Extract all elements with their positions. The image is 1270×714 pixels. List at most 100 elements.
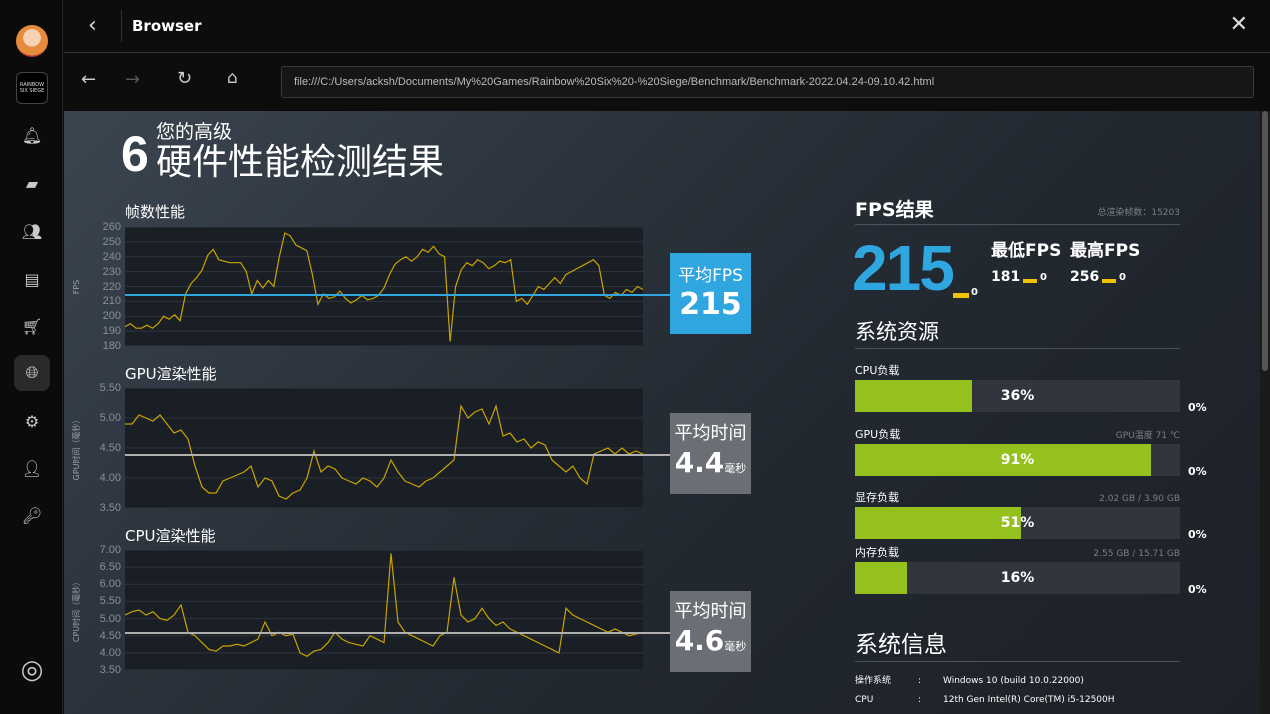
y-tick-label: 4.50 <box>99 442 121 454</box>
cpu-avg-badge: 平均时间 4.6毫秒 <box>670 591 751 672</box>
gpu-avg-label: 平均时间 <box>674 422 747 444</box>
resource-bar-fill <box>855 562 907 594</box>
average-line <box>125 454 670 456</box>
close-icon[interactable]: ✕ <box>1229 12 1248 37</box>
y-tick-label: 6.00 <box>99 578 121 591</box>
sysinfo-title: 系统信息 <box>855 632 947 658</box>
resource-bar: 16% <box>855 562 1180 594</box>
key-icon[interactable]: 🔑︎ <box>21 505 43 525</box>
cpu-avg-label: 平均时间 <box>674 600 747 622</box>
series-line <box>124 232 644 342</box>
average-line <box>125 293 670 296</box>
friends-icon[interactable]: 👥︎ <box>21 221 43 241</box>
resource-extra: 2.55 GB / 15.71 GB <box>1093 549 1180 559</box>
report-subtitle: 您的高级 <box>156 121 233 143</box>
y-tick-label: 190 <box>102 325 121 338</box>
nav-forward-icon[interactable]: → <box>125 69 141 90</box>
y-axis-label: GPU时间（毫秒） <box>72 415 81 481</box>
ubisoft-logo-icon[interactable]: ◎ <box>20 655 44 685</box>
gpu-chart-title: GPU渲染性能 <box>125 365 217 383</box>
r6-logo: 6 <box>121 128 149 180</box>
resource-extra: GPU温度 71 ℃ <box>1115 431 1180 441</box>
y-axis-label: CPU时间（毫秒） <box>72 577 81 643</box>
resources-title: 系统资源 <box>855 320 939 344</box>
scrollbar[interactable] <box>1260 111 1270 714</box>
y-tick-label: 240 <box>102 250 121 263</box>
title-bar: ‹ Browser ✕ <box>64 0 1270 53</box>
fps-avg-delta: 0 <box>971 287 978 298</box>
sysinfo-value: 12th Gen Intel(R) Core(TM) i5-12500H <box>943 695 1115 705</box>
resource-label: 显存负载 <box>855 491 899 504</box>
store-icon[interactable]: ▤ <box>24 269 40 289</box>
sysinfo-sep: : <box>918 695 922 705</box>
resource-percent: 51% <box>1000 515 1035 531</box>
fps-chart-title: 帧数性能 <box>125 203 186 221</box>
y-tick-label: 5.50 <box>99 595 121 608</box>
y-tick-label: 260 <box>102 221 121 233</box>
globe-icon[interactable]: 🌐︎ <box>14 355 50 391</box>
max-fps-delta: 0 <box>1119 272 1126 283</box>
fps-avg-value: 215 <box>679 286 742 322</box>
avatar[interactable] <box>16 25 48 57</box>
cpu-avg-value: 4.6 <box>674 623 725 657</box>
resource-percent: 36% <box>1000 388 1035 404</box>
y-tick-label: 220 <box>102 280 121 293</box>
gpu-avg-badge: 平均时间 4.4毫秒 <box>670 413 751 494</box>
report-title: 硬件性能检测结果 <box>156 142 445 183</box>
y-tick-label: 7.00 <box>99 544 121 556</box>
cpu-chart <box>124 549 644 671</box>
resource-bar-fill <box>855 507 1021 539</box>
gpu-chart <box>125 387 644 509</box>
nav-back-icon[interactable]: ← <box>81 69 97 90</box>
min-fps-delta: 0 <box>1040 272 1047 283</box>
bell-icon[interactable]: 🔔︎ <box>21 125 43 145</box>
window-title: Browser <box>132 17 202 35</box>
fps-chart <box>124 226 644 347</box>
divider <box>855 224 1180 225</box>
chat-icon[interactable]: ▰ <box>25 173 39 193</box>
series-line <box>124 553 644 657</box>
y-tick-label: 210 <box>102 295 121 308</box>
max-fps-value: 256 <box>1070 269 1100 285</box>
gpu-chart-svg <box>125 387 644 509</box>
resource-bar-fill <box>855 444 1151 476</box>
sysinfo-key: 操作系统 <box>855 676 892 686</box>
resource-delta: 0% <box>1188 583 1207 596</box>
scrollbar-thumb[interactable] <box>1262 111 1268 371</box>
back-icon[interactable]: ‹ <box>88 13 97 38</box>
cpu-chart-title: CPU渲染性能 <box>125 527 216 545</box>
cpu-avg-unit: 毫秒 <box>724 639 747 653</box>
fps-avg-label: 平均FPS <box>678 265 743 286</box>
game-tile[interactable]: RAINBOW SIX SIEGE <box>16 72 48 104</box>
resource-label: GPU负载 <box>855 428 901 441</box>
gpu-avg-unit: 毫秒 <box>724 461 747 475</box>
sidebar: RAINBOW SIX SIEGE 🔔︎ ▰ 👥︎ ▤ 🛒︎ 🌐︎ ⚙ 👤︎ 🔑… <box>0 0 63 714</box>
divider <box>855 661 1180 662</box>
y-tick-label: 5.00 <box>99 412 121 424</box>
y-tick-label: 4.00 <box>99 472 121 484</box>
resource-delta: 0% <box>1188 528 1207 541</box>
fps-avg-big: 215 <box>852 232 955 304</box>
url-input[interactable]: file:///C:/Users/acksh/Documents/My%20Ga… <box>281 66 1254 98</box>
home-icon[interactable]: ⌂ <box>227 68 238 88</box>
resource-bar-fill <box>855 380 972 412</box>
cpu-chart-svg <box>124 549 644 671</box>
min-fps-label: 最低FPS <box>991 241 1062 261</box>
reload-icon[interactable]: ↻ <box>177 68 193 89</box>
resource-delta: 0% <box>1188 401 1207 414</box>
y-axis-label: FPS <box>72 279 81 294</box>
resource-bar: 51% <box>855 507 1180 539</box>
gpu-avg-value: 4.4 <box>674 445 725 479</box>
cart-icon[interactable]: 🛒︎ <box>21 316 43 336</box>
max-fps-label: 最高FPS <box>1070 241 1141 261</box>
user-settings-icon[interactable]: 👤︎ <box>21 458 43 478</box>
min-fps-value: 181 <box>991 269 1021 285</box>
total-frames: 总渲染帧数：15203 <box>1097 208 1180 218</box>
average-line <box>125 632 670 635</box>
y-tick-label: 180 <box>102 340 121 352</box>
y-tick-label: 230 <box>102 265 121 278</box>
divider <box>121 10 122 42</box>
gear-icon[interactable]: ⚙ <box>24 411 40 431</box>
delta-marker <box>953 293 969 298</box>
resource-bar: 91% <box>855 444 1180 476</box>
